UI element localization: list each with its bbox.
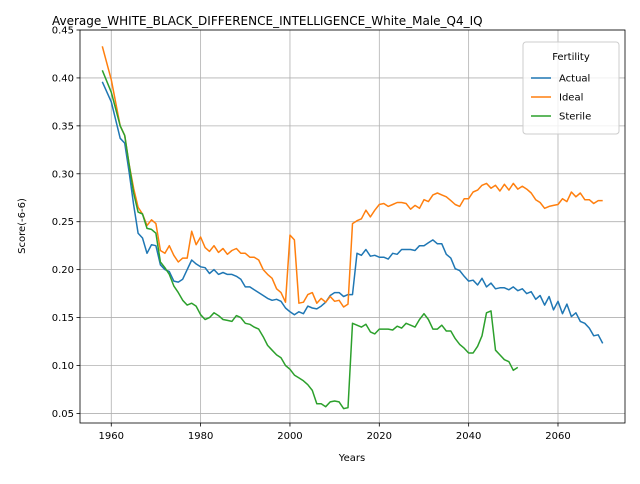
series-line-ideal xyxy=(101,46,603,308)
x-tick-label: 2040 xyxy=(456,431,481,442)
plot-frame xyxy=(79,29,626,424)
y-tick-label: 0.25 xyxy=(52,217,74,228)
series-line-sterile xyxy=(101,70,519,410)
y-tick-label: 0.15 xyxy=(52,313,74,324)
y-tick-label: 0.35 xyxy=(52,121,74,132)
legend-label-actual: Actual xyxy=(559,74,590,85)
legend-label-ideal: Ideal xyxy=(559,93,583,104)
y-axis-ticks: 0.05 0.10 0.15 0.20 0.25 0.30 0.35 0.40 0.45 xyxy=(52,26,80,420)
legend: Fertility Actual Ideal Sterile xyxy=(522,41,620,135)
chart-title: Average_WHITE_BLACK_DIFFERENCE_INTELLIGE… xyxy=(52,14,483,28)
legend-entries: Actual Ideal Sterile xyxy=(531,74,591,123)
series-line-actual xyxy=(101,81,604,344)
x-axis-label: Years xyxy=(338,453,365,464)
legend-label-sterile: Sterile xyxy=(559,112,591,123)
y-tick-label: 0.45 xyxy=(52,26,74,37)
y-tick-label: 0.10 xyxy=(52,361,74,372)
legend-box xyxy=(522,41,620,135)
x-tick-label: 1980 xyxy=(188,431,213,442)
y-axis-label: Score(-6-6) xyxy=(17,198,28,254)
legend-title: Fertility xyxy=(552,52,590,63)
x-axis-ticks: 1960 1980 2000 2020 2040 2060 xyxy=(99,423,571,442)
y-tick-label: 0.40 xyxy=(52,73,74,84)
x-tick-label: 2020 xyxy=(367,431,392,442)
series-lines xyxy=(101,46,604,410)
y-tick-label: 0.20 xyxy=(52,265,74,276)
y-tick-label: 0.05 xyxy=(52,409,74,420)
x-tick-label: 1960 xyxy=(99,431,124,442)
x-tick-label: 2000 xyxy=(277,431,302,442)
x-tick-label: 2060 xyxy=(545,431,570,442)
y-tick-label: 0.30 xyxy=(52,169,74,180)
